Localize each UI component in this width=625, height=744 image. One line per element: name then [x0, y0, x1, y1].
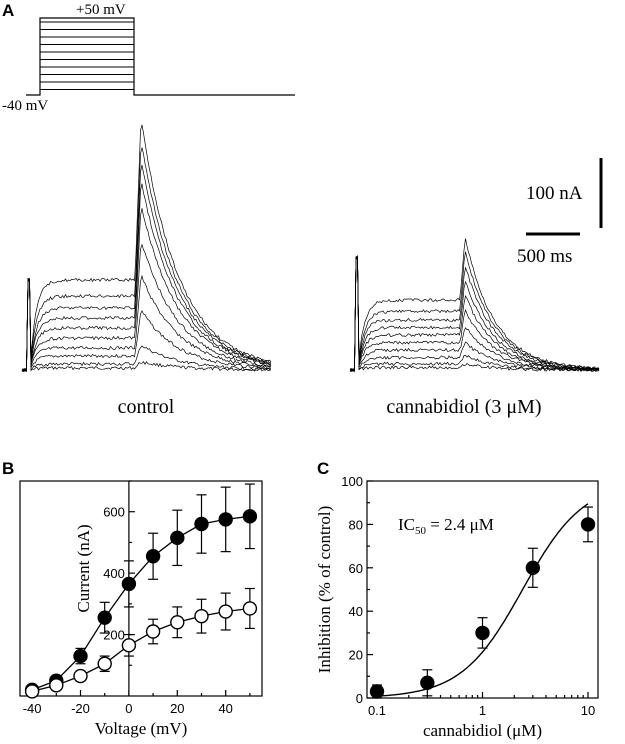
data-point-filled [218, 512, 233, 527]
y-tick-label: 0 [356, 691, 363, 706]
x-tick-label: 0 [125, 701, 132, 716]
x-axis-label: Voltage (mV) [95, 719, 188, 738]
data-point-filled [525, 560, 541, 575]
series-line [31, 515, 250, 691]
x-tick-label: 20 [170, 701, 184, 716]
ic50-main: IC [398, 515, 415, 534]
x-tick-label: -40 [23, 701, 42, 716]
data-point-filled [580, 517, 596, 532]
data-point-filled [170, 530, 185, 546]
trace-sweep [21, 183, 272, 372]
cbd-traces [349, 238, 600, 373]
y-tick-label: 100 [341, 474, 363, 489]
trace-sweep [21, 277, 272, 372]
scale-current-label: 100 nA [526, 183, 583, 204]
x-tick-label: 10 [581, 703, 595, 718]
plot-frame [366, 480, 599, 699]
trace-sweep [21, 278, 272, 372]
x-tick-label: 1 [479, 703, 486, 718]
protocol-holding-label: -40 mV [2, 98, 48, 114]
data-point-open [24, 684, 40, 699]
data-point-filled [475, 625, 490, 641]
data-point-filled [420, 675, 435, 691]
y-tick-label: 200 [103, 628, 125, 643]
data-point-open [145, 624, 161, 639]
y-tick-label: 60 [349, 561, 363, 576]
trace-sweep [349, 256, 600, 372]
plot-frame [19, 480, 263, 697]
x-axis-label: cannabidiol (μM) [423, 721, 542, 740]
control-traces [21, 124, 272, 373]
data-point-open [121, 638, 137, 653]
iv-chart: -40 -20 0 20 40 200 400 600 Voltage (mV) Current … [19, 480, 263, 738]
cbd-label: cannabidiol (3 μM) [386, 396, 541, 418]
protocol-top-label: +50 mV [76, 2, 126, 18]
trace-sweep [349, 256, 600, 373]
y-tick-label: 400 [103, 566, 125, 581]
x-tick-label: -20 [71, 701, 90, 716]
panel-label-c: C [317, 459, 329, 478]
voltage-protocol [26, 17, 295, 96]
ic50-value: = 2.4 μM [426, 515, 494, 534]
ic50-subscript: 50 [415, 525, 427, 537]
data-point-filled [121, 576, 137, 592]
trace-sweep [21, 274, 272, 373]
y-tick-label: 40 [349, 604, 363, 619]
data-point-open [218, 604, 233, 619]
control-label: control [118, 396, 175, 418]
data-point-open [194, 608, 209, 624]
y-tick-label: 600 [103, 505, 125, 520]
data-point-open [242, 601, 258, 616]
trace-sweep [21, 164, 272, 371]
data-point-open [170, 615, 185, 630]
ic50-annotation: IC50 = 2.4 μM [398, 515, 494, 537]
data-point-filled [97, 610, 112, 625]
data-point-filled [145, 549, 161, 564]
x-tick-label: 40 [218, 701, 232, 716]
y-axis-label: Current (nA) [74, 524, 93, 612]
series-line [31, 607, 250, 693]
trace-sweep [21, 243, 272, 372]
fit-curve [376, 503, 589, 697]
data-point-open [97, 656, 112, 671]
trace-sweep [21, 208, 272, 373]
trace-sweep [21, 124, 272, 372]
data-point-open [49, 678, 64, 693]
trace-sweep [21, 147, 272, 372]
protocol-outline [26, 17, 295, 96]
y-axis-label: Inhibition (% of control) [315, 506, 334, 674]
panel-label-b: B [2, 459, 14, 478]
trace-sweep [349, 238, 600, 372]
trace-sweep [349, 251, 600, 372]
data-point-open [73, 668, 88, 684]
y-tick-label: 20 [349, 648, 363, 663]
data-point-filled [73, 648, 88, 664]
panel-label-a: A [2, 1, 14, 20]
scale-time-label: 500 ms [517, 246, 572, 267]
y-tick-label: 80 [349, 517, 363, 532]
data-point-filled [242, 509, 258, 524]
x-tick-label: 0.1 [368, 703, 386, 718]
data-point-filled [369, 684, 385, 699]
trace-sweep [349, 256, 600, 371]
data-point-filled [194, 516, 209, 532]
trace-sweep [349, 257, 600, 372]
